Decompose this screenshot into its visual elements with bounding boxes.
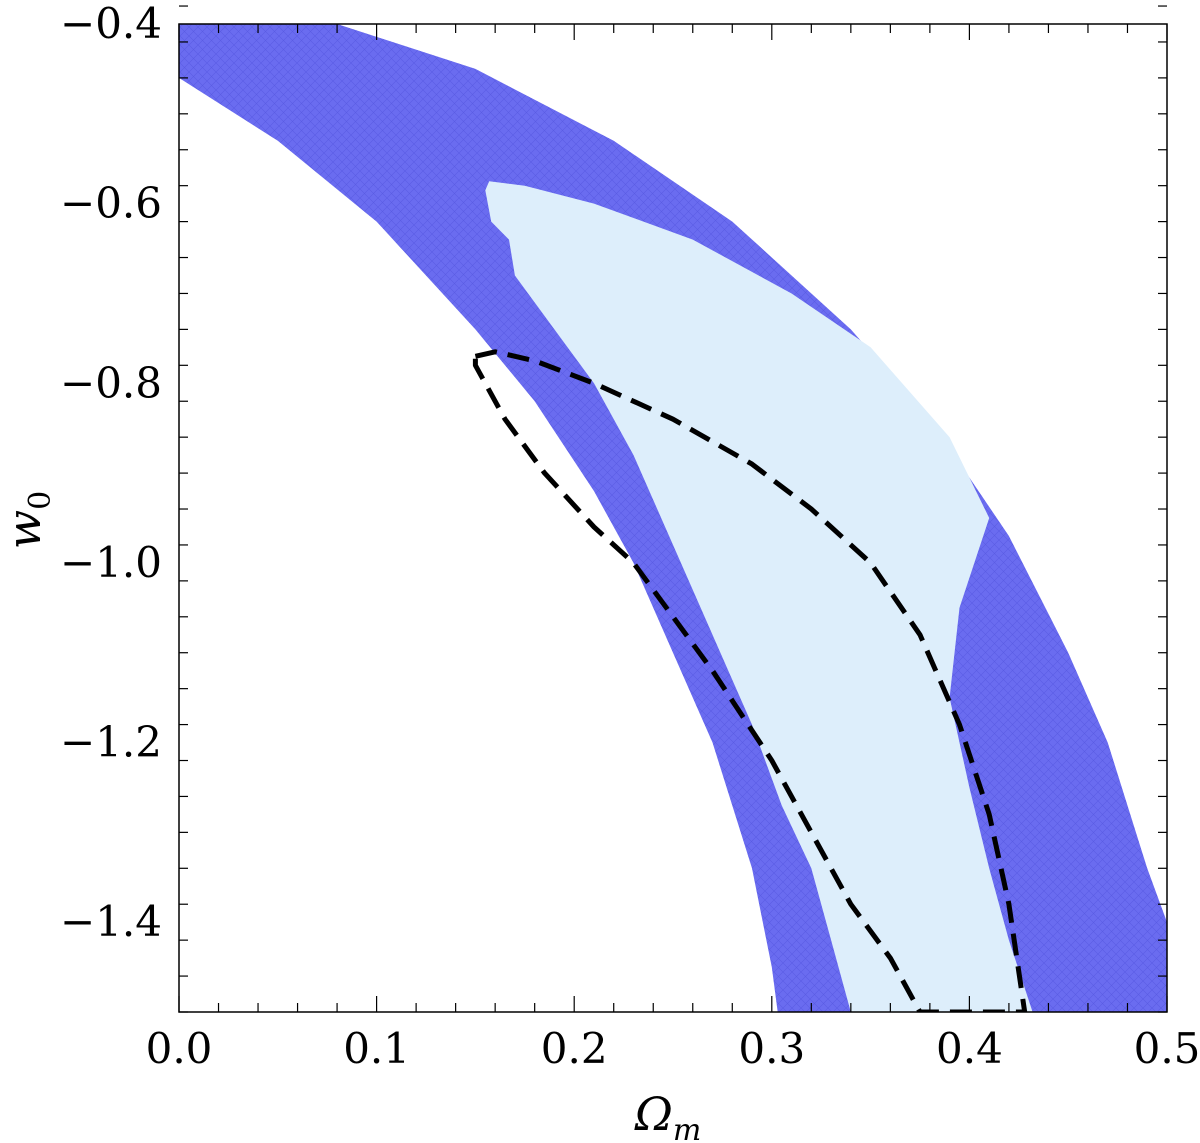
x-axis-title-main: Ω — [634, 1087, 673, 1141]
y-axis-title: w0 — [0, 491, 58, 549]
dashed-contours — [472, 349, 1028, 1012]
x-tick-label: 0.2 — [541, 1024, 608, 1073]
y-axis-title-main: w — [0, 510, 51, 549]
x-tick-label: 0.3 — [738, 1024, 805, 1073]
axis-ticks — [178, 5, 1168, 1013]
y-tick-label: −1.2 — [60, 718, 162, 767]
y-tick-label: −0.8 — [60, 358, 162, 407]
region-inner-band — [485, 181, 1033, 1012]
plot-frame — [178, 23, 1168, 1013]
x-axis-title: Ωm — [634, 1087, 702, 1143]
y-tick-label: −1.0 — [60, 538, 162, 587]
tick-labels: 0.0 0.1 0.2 0.3 0.4 0.5 −0.4 −0.6 −0.8 −1.0 −1.2 −1… — [60, 0, 1200, 1073]
x-tick-label: 0.4 — [936, 1024, 1003, 1073]
confidence-regions — [179, 24, 1167, 1012]
x-tick-label: 0.0 — [146, 1024, 213, 1073]
x-tick-label: 0.1 — [343, 1024, 410, 1073]
contour-dashed-0 — [472, 349, 1028, 1012]
y-tick-label: −1.4 — [60, 897, 162, 946]
y-axis-title-sub: 0 — [23, 491, 58, 510]
x-tick-label: 0.5 — [1134, 1024, 1200, 1073]
x-axis-title-sub: m — [673, 1113, 701, 1143]
y-tick-label: −0.6 — [60, 179, 162, 228]
y-tick-label: −0.4 — [60, 0, 162, 48]
